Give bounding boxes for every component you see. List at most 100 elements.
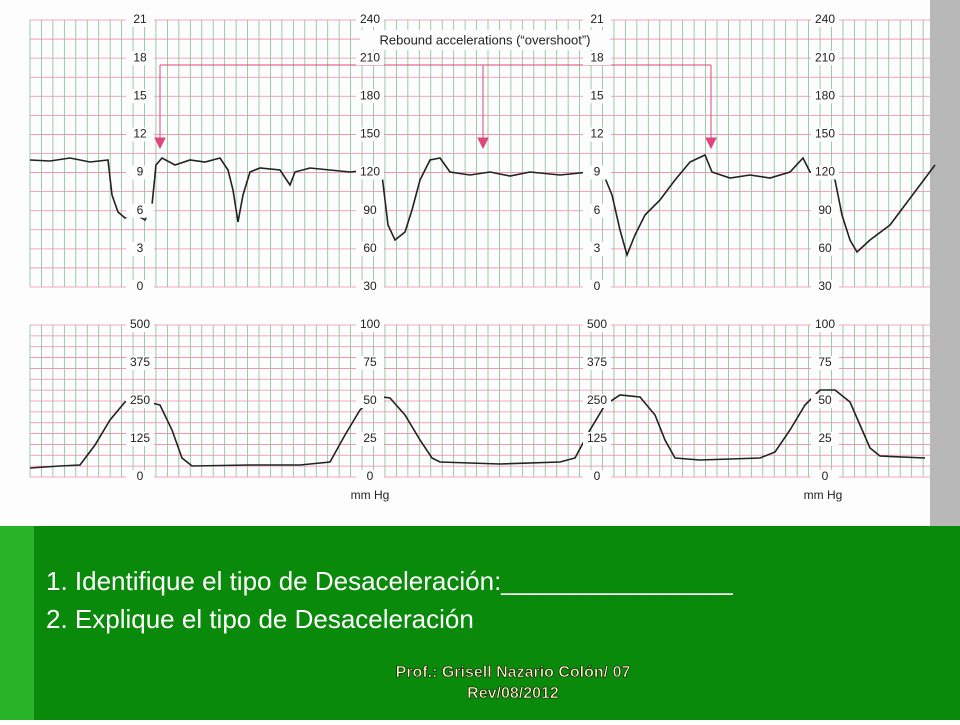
scale-bg xyxy=(583,432,611,446)
scale-bg xyxy=(583,241,611,256)
scale-bg xyxy=(126,470,154,484)
scale-bg xyxy=(126,165,154,180)
scale-label: 21 xyxy=(133,12,147,26)
scale-label: 9 xyxy=(137,165,144,179)
strip-background xyxy=(0,0,960,526)
scale-bg xyxy=(356,318,384,332)
scale-label: 25 xyxy=(818,431,832,445)
uc-trace xyxy=(29,389,926,469)
scale-bg xyxy=(811,432,839,446)
scale-bg xyxy=(356,280,384,294)
scale-label: 120 xyxy=(360,165,380,179)
annotation: Rebound accelerations (“overshoot”) xyxy=(380,32,591,47)
scale-label: 6 xyxy=(594,203,601,217)
scale-label: 210 xyxy=(815,50,835,64)
page-shadow xyxy=(930,0,960,526)
scale-bg xyxy=(126,356,154,370)
scale-bg xyxy=(356,241,384,256)
unit-label: mm Hg xyxy=(804,488,843,502)
scale-label: 90 xyxy=(818,203,832,217)
scale-bg xyxy=(811,318,839,332)
scale-label: 15 xyxy=(133,88,147,102)
scale-label: 6 xyxy=(137,203,144,217)
scale-label: 50 xyxy=(363,393,377,407)
scale-bg xyxy=(811,127,839,142)
annotation-box xyxy=(360,30,610,50)
scale-bg xyxy=(126,127,154,142)
scale-label: 100 xyxy=(360,317,380,331)
scale-label: 100 xyxy=(815,317,835,331)
scale-bg xyxy=(126,89,154,104)
scale-bg xyxy=(811,280,839,294)
scale-bg xyxy=(811,394,839,408)
scale-label: 180 xyxy=(360,88,380,102)
scale-label: 0 xyxy=(822,469,829,483)
scale-label: 25 xyxy=(363,431,377,445)
scale-label: 0 xyxy=(594,279,601,293)
scale-bg xyxy=(126,432,154,446)
scale-label: 12 xyxy=(133,127,147,141)
scale-label: 3 xyxy=(137,241,144,255)
scale-label: 3 xyxy=(594,241,601,255)
scale-label: 125 xyxy=(587,431,607,445)
scale-label: 0 xyxy=(137,279,144,293)
scale-label: 21 xyxy=(590,12,604,26)
scale-bg xyxy=(583,280,611,294)
annotation-arrows xyxy=(154,64,717,150)
scale-bg xyxy=(356,470,384,484)
scale-label: 90 xyxy=(363,203,377,217)
scale-bg xyxy=(811,241,839,256)
scale-label: 18 xyxy=(133,50,147,64)
scale-label: 0 xyxy=(594,469,601,483)
scale-bg xyxy=(583,470,611,484)
footer: Rev/08/2012 xyxy=(467,685,559,702)
fhr-trace xyxy=(29,153,936,258)
scale-label: 9 xyxy=(594,165,601,179)
scale-bg xyxy=(811,470,839,484)
scale-bg xyxy=(126,241,154,256)
scale-label: 0 xyxy=(367,469,374,483)
scale-label: 375 xyxy=(587,355,607,369)
scale-bg xyxy=(356,127,384,142)
scale-label: 12 xyxy=(590,127,604,141)
scale-bg xyxy=(811,165,839,180)
scale-label: 150 xyxy=(815,127,835,141)
scale-bg xyxy=(583,203,611,218)
scale-bg xyxy=(126,51,154,66)
footer: Prof.: Grisell Nazario Colón/ 07 xyxy=(396,664,631,681)
scale-label: 180 xyxy=(815,88,835,102)
scale-label: 240 xyxy=(815,12,835,26)
scale-bg xyxy=(356,51,384,66)
scale-label: 150 xyxy=(360,127,380,141)
scale-label: 75 xyxy=(818,355,832,369)
unit-label: mm Hg xyxy=(351,488,390,502)
scale-label: 75 xyxy=(363,355,377,369)
scale-label: 120 xyxy=(815,165,835,179)
scale-label: 60 xyxy=(363,241,377,255)
question: 1. Identifique el tipo de Desaceleración… xyxy=(46,566,733,596)
scale-bg xyxy=(811,51,839,66)
scale-bg xyxy=(583,356,611,370)
question: 2. Explique el tipo de Desaceleración xyxy=(46,604,474,634)
scale-label: 250 xyxy=(130,393,150,407)
scale-bg xyxy=(356,356,384,370)
scale-bg xyxy=(126,394,154,408)
scale-label: 375 xyxy=(130,355,150,369)
scale-bg xyxy=(583,318,611,332)
scale-bg xyxy=(356,89,384,104)
scale-bg xyxy=(356,203,384,218)
scale-label: 210 xyxy=(360,50,380,64)
scale-bg xyxy=(811,203,839,218)
scale-bg xyxy=(583,394,611,408)
scale-bg xyxy=(811,13,839,27)
scale-bg xyxy=(356,13,384,27)
scale-label: 240 xyxy=(360,12,380,26)
scale-bg xyxy=(811,89,839,104)
scale-bg xyxy=(126,203,154,218)
traces xyxy=(29,153,936,469)
scale-label: 50 xyxy=(818,393,832,407)
grid xyxy=(29,19,930,478)
scale-bg xyxy=(583,89,611,104)
